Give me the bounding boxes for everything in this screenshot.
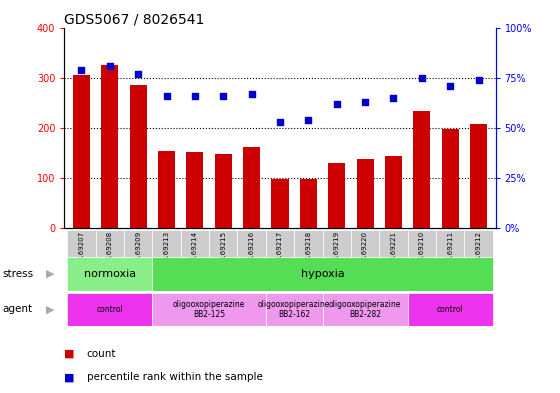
Text: hypoxia: hypoxia [301,269,344,279]
Point [417,75,426,81]
Text: GSM1169219: GSM1169219 [334,231,340,278]
Text: GSM1169218: GSM1169218 [305,231,311,278]
Text: GSM1169212: GSM1169212 [475,231,482,278]
Bar [186,152,203,228]
Text: percentile rank within the sample: percentile rank within the sample [87,372,263,382]
Point [134,70,143,77]
Text: GSM1169221: GSM1169221 [390,231,396,278]
Point [247,90,256,97]
Bar [300,179,317,228]
Text: GDS5067 / 8026541: GDS5067 / 8026541 [64,12,205,26]
Point [162,92,171,99]
Text: ■: ■ [64,372,75,382]
Text: control: control [96,305,123,314]
Bar [323,293,408,326]
Bar [67,230,96,257]
Bar [124,230,152,257]
Bar [436,230,464,257]
Text: control: control [437,305,464,314]
Point [361,99,370,105]
Text: GSM1169210: GSM1169210 [419,231,425,278]
Text: stress: stress [3,269,34,279]
Bar [73,75,90,228]
Text: GSM1169216: GSM1169216 [249,231,255,278]
Text: GSM1169207: GSM1169207 [78,231,85,278]
Bar [237,230,266,257]
Text: oligooxopiperazine
BB2-282: oligooxopiperazine BB2-282 [329,300,402,319]
Text: oligooxopiperazine
BB2-162: oligooxopiperazine BB2-162 [258,300,330,319]
Bar [272,179,288,228]
Text: ■: ■ [64,349,75,359]
Bar [214,154,232,228]
Point [474,77,483,83]
Point [105,62,114,69]
Text: GSM1169213: GSM1169213 [164,231,170,278]
Point [446,83,455,89]
Text: count: count [87,349,116,359]
Point [77,66,86,73]
Bar [408,293,493,326]
Text: GSM1169214: GSM1169214 [192,231,198,278]
Point [332,101,341,107]
Text: GSM1169217: GSM1169217 [277,231,283,278]
Bar [266,230,294,257]
Bar [130,85,147,228]
Bar [152,257,493,291]
Bar [209,230,237,257]
Bar [101,65,118,228]
Bar [408,230,436,257]
Bar [470,124,487,228]
Point [190,92,199,99]
Bar [385,156,402,228]
Text: GSM1169211: GSM1169211 [447,231,453,278]
Point [304,117,313,123]
Text: GSM1169208: GSM1169208 [107,231,113,278]
Text: ▶: ▶ [46,305,55,314]
Text: GSM1169215: GSM1169215 [220,231,226,278]
Bar [294,230,323,257]
Text: oligooxopiperazine
BB2-125: oligooxopiperazine BB2-125 [173,300,245,319]
Text: ▶: ▶ [46,269,55,279]
Bar [266,293,323,326]
Bar [323,230,351,257]
Bar [413,111,430,228]
Bar [67,293,152,326]
Bar [67,257,152,291]
Bar [181,230,209,257]
Text: GSM1169220: GSM1169220 [362,231,368,278]
Text: GSM1169209: GSM1169209 [135,231,141,278]
Point [389,94,398,101]
Bar [464,230,493,257]
Bar [442,129,459,228]
Text: agent: agent [3,305,33,314]
Bar [152,293,266,326]
Bar [158,151,175,228]
Bar [152,230,181,257]
Bar [357,159,374,228]
Text: normoxia: normoxia [84,269,136,279]
Bar [379,230,408,257]
Bar [351,230,379,257]
Bar [243,147,260,228]
Point [276,119,284,125]
Point [219,92,228,99]
Bar [96,230,124,257]
Bar [328,163,346,228]
